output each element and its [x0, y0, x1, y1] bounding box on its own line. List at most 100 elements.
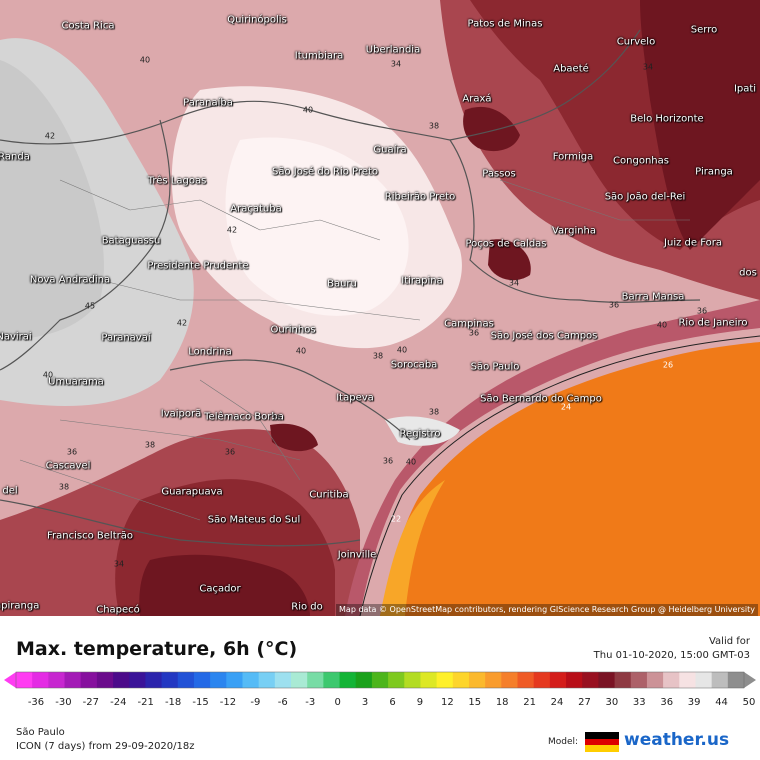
colorbar-swatch [113, 672, 130, 688]
isoline-value: 38 [372, 351, 384, 361]
city-label: Araxá [462, 93, 492, 105]
colorbar-swatch [307, 672, 324, 688]
colorbar-tick-label: 39 [687, 697, 701, 708]
city-label: Campinas [444, 318, 494, 330]
colorbar-swatch [436, 672, 454, 688]
color-scale-bar [4, 671, 756, 689]
isoline-value: 38 [428, 407, 440, 417]
colorbar-swatch [48, 672, 66, 688]
isoline-value: 34 [642, 62, 654, 72]
city-label: Presidente Prudente [147, 260, 249, 272]
colorbar-swatch [145, 672, 163, 688]
colorbar-swatch [679, 672, 696, 688]
colorbar-tick-label: 15 [468, 697, 482, 708]
map-title: Max. temperature, 6h (°C) [16, 638, 298, 660]
colorbar-tick-label: -9 [250, 697, 261, 708]
model-label: Model: [548, 737, 579, 747]
city-label: Costa Rica [61, 20, 115, 32]
isoline-value: 36 [696, 306, 708, 316]
city-label: Belo Horizonte [630, 113, 704, 125]
city-label: Registro [399, 428, 441, 440]
colorbar-tick-label: 18 [495, 697, 509, 708]
colorbar-swatch [323, 672, 341, 688]
colorbar-swatch [355, 672, 373, 688]
city-label: Paranavaí [101, 332, 151, 344]
colorbar-swatch [388, 672, 405, 688]
city-label: Cascavel [45, 460, 91, 472]
colorbar-tick-label: 50 [742, 697, 756, 708]
isoline-value: 40 [656, 320, 668, 330]
weather-us-logo[interactable]: weather.us [624, 730, 729, 750]
colorbar-tick-label: -6 [277, 697, 288, 708]
city-label: Londrina [188, 346, 232, 358]
colorbar-swatch [695, 672, 713, 688]
city-label: Ipati [733, 83, 757, 95]
colorbar-swatch [533, 672, 551, 688]
colorbar-swatch [371, 672, 389, 688]
colorbar-swatch [129, 672, 146, 688]
colorbar-swatch [549, 672, 567, 688]
city-label: Congonhas [613, 155, 669, 167]
colorbar-swatch [614, 672, 632, 688]
colorbar-swatch [404, 672, 421, 688]
city-label: Poços de Caldas [465, 238, 547, 250]
colorbar-tick-label: 44 [715, 697, 728, 708]
city-label: São José do Rio Preto [272, 166, 378, 178]
isoline-value: 40 [396, 345, 408, 355]
colorbar-tick-label: 21 [523, 697, 536, 708]
colorbar-swatch [598, 672, 616, 688]
city-label: Paranaíba [183, 97, 233, 109]
city-label: Bauru [327, 278, 357, 290]
isoline-value: 26 [662, 360, 674, 370]
colorbar-tick-label: 36 [660, 697, 674, 708]
isoline-value: 22 [390, 514, 402, 524]
colorbar-tick-label: 6 [389, 697, 396, 708]
colorbar-tick-label: 9 [416, 697, 424, 708]
city-label: Araçatuba [230, 203, 282, 215]
isoline-value: 40 [42, 370, 54, 380]
isoline-value: 40 [302, 105, 314, 115]
isoline-value: 42 [226, 225, 238, 235]
city-label: Passos [482, 168, 516, 180]
colorbar-swatch [420, 672, 438, 688]
isoline-value: 42 [44, 131, 56, 141]
colorbar-swatch [663, 672, 680, 688]
isoline-value: 36 [66, 447, 78, 457]
colorbar-swatch [566, 672, 583, 688]
colorbar-swatch [161, 672, 179, 688]
colorbar-tick-label: 30 [605, 697, 619, 708]
isoline-value: 34 [390, 59, 402, 69]
region-label: São Paulo [16, 727, 65, 738]
isoline-value: 24 [560, 402, 572, 412]
colorbar-swatch [242, 672, 260, 688]
colorbar-swatch [711, 672, 729, 688]
isoline-value: 45 [84, 301, 96, 311]
colorbar-tick-label: 3 [361, 697, 369, 708]
city-label: Sapiranga [0, 600, 40, 612]
valid-for-label: Valid for [708, 636, 750, 647]
brand-name: weather.us [624, 730, 730, 750]
city-label: Rio de Janeiro [678, 317, 748, 329]
colorbar-swatch [291, 672, 308, 688]
city-label: São Bernardo do Campo [480, 393, 602, 405]
isoline-value: 36 [608, 300, 620, 310]
isoline-value: 38 [270, 413, 282, 423]
colorbar-swatch [16, 672, 33, 688]
isoline-value: 40 [139, 55, 151, 65]
city-label: Curitiba [309, 489, 349, 501]
city-label: Randa [0, 151, 30, 163]
colorbar-outline [15, 671, 745, 689]
colorbar-tick-label: -27 [82, 697, 100, 708]
temperature-field [0, 0, 760, 616]
city-label: Abaeté [553, 63, 589, 75]
isoline-value: 38 [144, 440, 156, 450]
colorbar-swatch [193, 672, 211, 688]
city-label: dos [739, 267, 757, 279]
isoline-value: 36 [224, 447, 236, 457]
city-label: Serro [690, 24, 718, 36]
colorbar-tick-label: -3 [305, 697, 316, 708]
city-label: São Mateus do Sul [207, 514, 301, 526]
weather-map[interactable]: Costa Rica Quirinópolis Patos de Minas Serr… [0, 0, 760, 616]
colorbar-tick-label: 12 [440, 697, 454, 708]
colorbar-swatch [64, 672, 82, 688]
